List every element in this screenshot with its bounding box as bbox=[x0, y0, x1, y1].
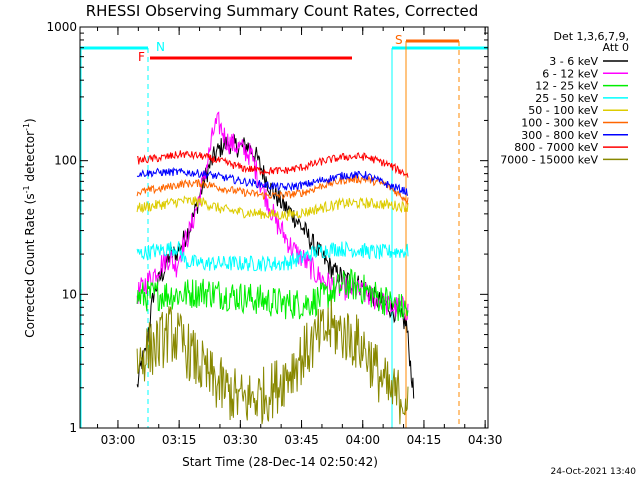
legend-label-300-800-kev: 300 - 800 keV bbox=[521, 129, 598, 142]
series-lines bbox=[136, 111, 415, 425]
series-line-800-7000-kev bbox=[136, 150, 409, 178]
series-line-50-100-kev bbox=[136, 195, 409, 222]
series-line-300-800-kev bbox=[136, 166, 409, 196]
x-axis: 03:00 03:15 03:30 03:45 04:00 04:15 04:30 bbox=[97, 27, 503, 447]
chart-title: RHESSI Observing Summary Count Rates, Co… bbox=[86, 2, 479, 20]
legend-label-6-12-kev: 6 - 12 keV bbox=[542, 67, 598, 80]
x-tick-label: 04:30 bbox=[468, 433, 503, 447]
x-tick-label: 03:15 bbox=[162, 433, 197, 447]
y-tick-label: 100 bbox=[54, 154, 77, 168]
x-tick-label: 03:00 bbox=[101, 433, 136, 447]
x-axis-label: Start Time (28-Dec-14 02:50:42) bbox=[182, 455, 378, 469]
series-line-100-300-kev bbox=[136, 174, 409, 206]
night-flag-label: N bbox=[156, 40, 165, 54]
saa-flag-label: S bbox=[395, 33, 403, 47]
y-tick-label: 1000 bbox=[46, 20, 77, 34]
x-tick-label: 04:15 bbox=[407, 433, 442, 447]
legend-label-3-6-kev: 3 - 6 keV bbox=[549, 55, 598, 68]
y-axis: 1 10 100 1000 bbox=[46, 20, 488, 435]
legend-label-25-50-kev: 25 - 50 keV bbox=[535, 92, 598, 105]
legend-header-attenuator: Att 0 bbox=[603, 41, 629, 54]
footer-date: 24-Oct-2021 13:40 bbox=[551, 467, 637, 477]
legend-header-detectors: Det 1,3,6,7,9, bbox=[553, 30, 629, 43]
legend-label-7000-15000-kev: 7000 - 15000 keV bbox=[500, 153, 598, 166]
legend-label-50-100-kev: 50 - 100 keV bbox=[528, 104, 598, 117]
status-flags: NF S bbox=[80, 33, 488, 428]
series-line-25-50-kev bbox=[136, 240, 409, 272]
flare-flag-label: F bbox=[138, 50, 145, 64]
series-line-7000-15000-kev bbox=[136, 299, 409, 425]
x-tick-label: 03:30 bbox=[223, 433, 258, 447]
legend-label-12-25-kev: 12 - 25 keV bbox=[535, 80, 598, 93]
series-line-6-12-kev bbox=[136, 111, 409, 321]
x-tick-label: 03:45 bbox=[284, 433, 319, 447]
series-line-12-25-kev bbox=[136, 268, 409, 321]
plot-frame bbox=[79, 26, 489, 429]
y-axis-label: Corrected Count Rate (s-1 detector-1) bbox=[22, 118, 37, 337]
legend-label-100-300-kev: 100 - 300 keV bbox=[521, 117, 598, 130]
x-tick-label: 04:00 bbox=[345, 433, 380, 447]
y-tick-label: 1 bbox=[69, 421, 77, 435]
y-tick-label: 10 bbox=[62, 287, 77, 301]
legend-label-800-7000-kev: 800 - 7000 keV bbox=[514, 141, 598, 154]
